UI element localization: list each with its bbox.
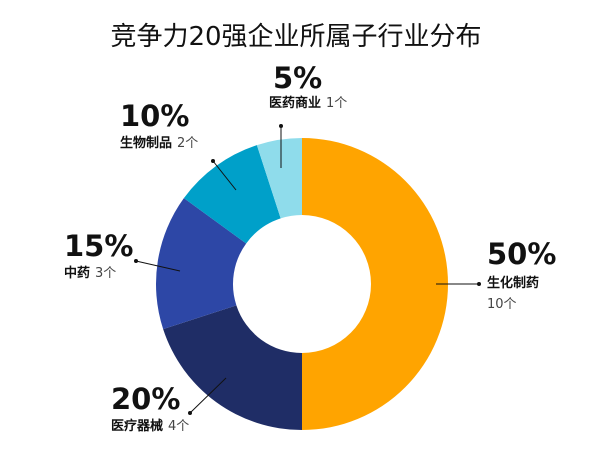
slice-count-label: 4个 bbox=[168, 419, 189, 434]
slice-category-label: 中药 bbox=[64, 265, 90, 281]
slice-category-label: 生物制品 bbox=[120, 135, 172, 151]
labels-layer: 50% 生化制药 10个 20% 医疗器械 4个 15% 中药 3个 10% 生物制品 2个 5%医药商… bbox=[64, 61, 556, 434]
leader-line bbox=[135, 260, 181, 272]
slice-category-label: 医药商业 bbox=[269, 95, 321, 111]
leader-dot bbox=[279, 124, 283, 128]
leader-dot bbox=[211, 159, 215, 163]
slice-count-label: 1个 bbox=[326, 96, 347, 111]
slice-count-label: 2个 bbox=[177, 136, 198, 151]
leader-line bbox=[212, 160, 237, 191]
slice-category-label: 医疗器械 bbox=[111, 418, 163, 434]
slice-percent-label: 10% bbox=[120, 99, 189, 133]
donut-slice bbox=[256, 138, 302, 219]
slice-percent-label: 50% bbox=[487, 237, 556, 271]
slices-layer bbox=[155, 138, 448, 430]
slice-category-label: 生化制药 bbox=[487, 275, 539, 291]
leader-dot bbox=[477, 282, 481, 286]
slice-percent-label: 15% bbox=[64, 229, 133, 263]
donut-slice bbox=[155, 198, 247, 330]
leader-dot bbox=[188, 411, 192, 415]
slice-count-label: 10个 bbox=[487, 297, 517, 312]
donut-slice bbox=[302, 138, 448, 430]
donut-slice bbox=[183, 145, 281, 244]
leader-line bbox=[189, 377, 227, 414]
leader-dot bbox=[134, 259, 138, 263]
slice-percent-label: 5% bbox=[273, 61, 322, 95]
chart-title: 竞争力20强企业所属子行业分布 bbox=[110, 22, 481, 52]
donut-slice bbox=[163, 305, 302, 430]
slice-count-label: 3个 bbox=[95, 266, 116, 281]
slice-percent-label: 20% bbox=[111, 382, 180, 416]
